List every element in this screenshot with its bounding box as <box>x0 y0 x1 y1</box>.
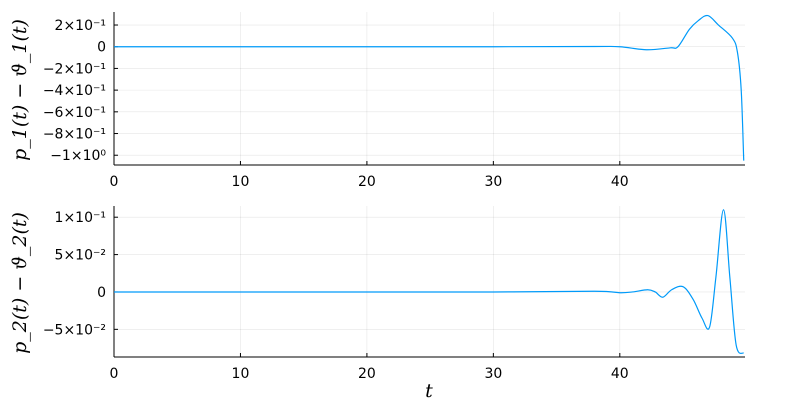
y-axis-label-top: p_1(t) − ϑ_1(t) <box>9 19 31 161</box>
x-tick-label: 10 <box>232 174 250 190</box>
y-tick-label: 5×10⁻² <box>55 248 106 264</box>
y-tick-label: 2×10⁻¹ <box>55 18 106 34</box>
x-tick-label: 20 <box>358 366 376 382</box>
x-tick-label: 40 <box>611 366 629 382</box>
x-tick-label: 40 <box>611 174 629 190</box>
series-line <box>113 14 745 161</box>
y-tick-label: −6×10⁻¹ <box>43 105 106 121</box>
series-line <box>113 209 745 355</box>
y-tick-label: 1×10⁻¹ <box>55 210 106 226</box>
x-axis-label: t <box>425 380 433 400</box>
y-tick-label: −8×10⁻¹ <box>43 127 106 143</box>
y-tick-label: −5×10⁻² <box>43 322 106 338</box>
y-axis-label-bottom: p_2(t) − ϑ_2(t) <box>9 212 31 354</box>
subplot-2: 0 10 20 30 40 1×10⁻¹ 5×10⁻² 0 −5×10⁻² <box>43 206 745 382</box>
x-tick-label: 30 <box>484 174 502 190</box>
x-tick-label: 20 <box>358 174 376 190</box>
y-tick-label: −1×10⁰ <box>50 148 106 164</box>
y-tick-label: −2×10⁻¹ <box>43 61 106 77</box>
y-tick-label: −4×10⁻¹ <box>43 83 106 99</box>
x-tick-label: 10 <box>232 366 250 382</box>
y-tick-label: 0 <box>97 285 106 301</box>
x-tick-label: 30 <box>484 366 502 382</box>
y-tick-label: 0 <box>97 40 106 56</box>
x-tick-label: 0 <box>110 366 119 382</box>
subplot-1: 0 10 20 30 40 2×10⁻¹ 0 −2×10⁻¹ −4×10⁻¹ −6×10⁻¹ −8×… <box>43 12 745 190</box>
x-tick-label: 0 <box>110 174 119 190</box>
